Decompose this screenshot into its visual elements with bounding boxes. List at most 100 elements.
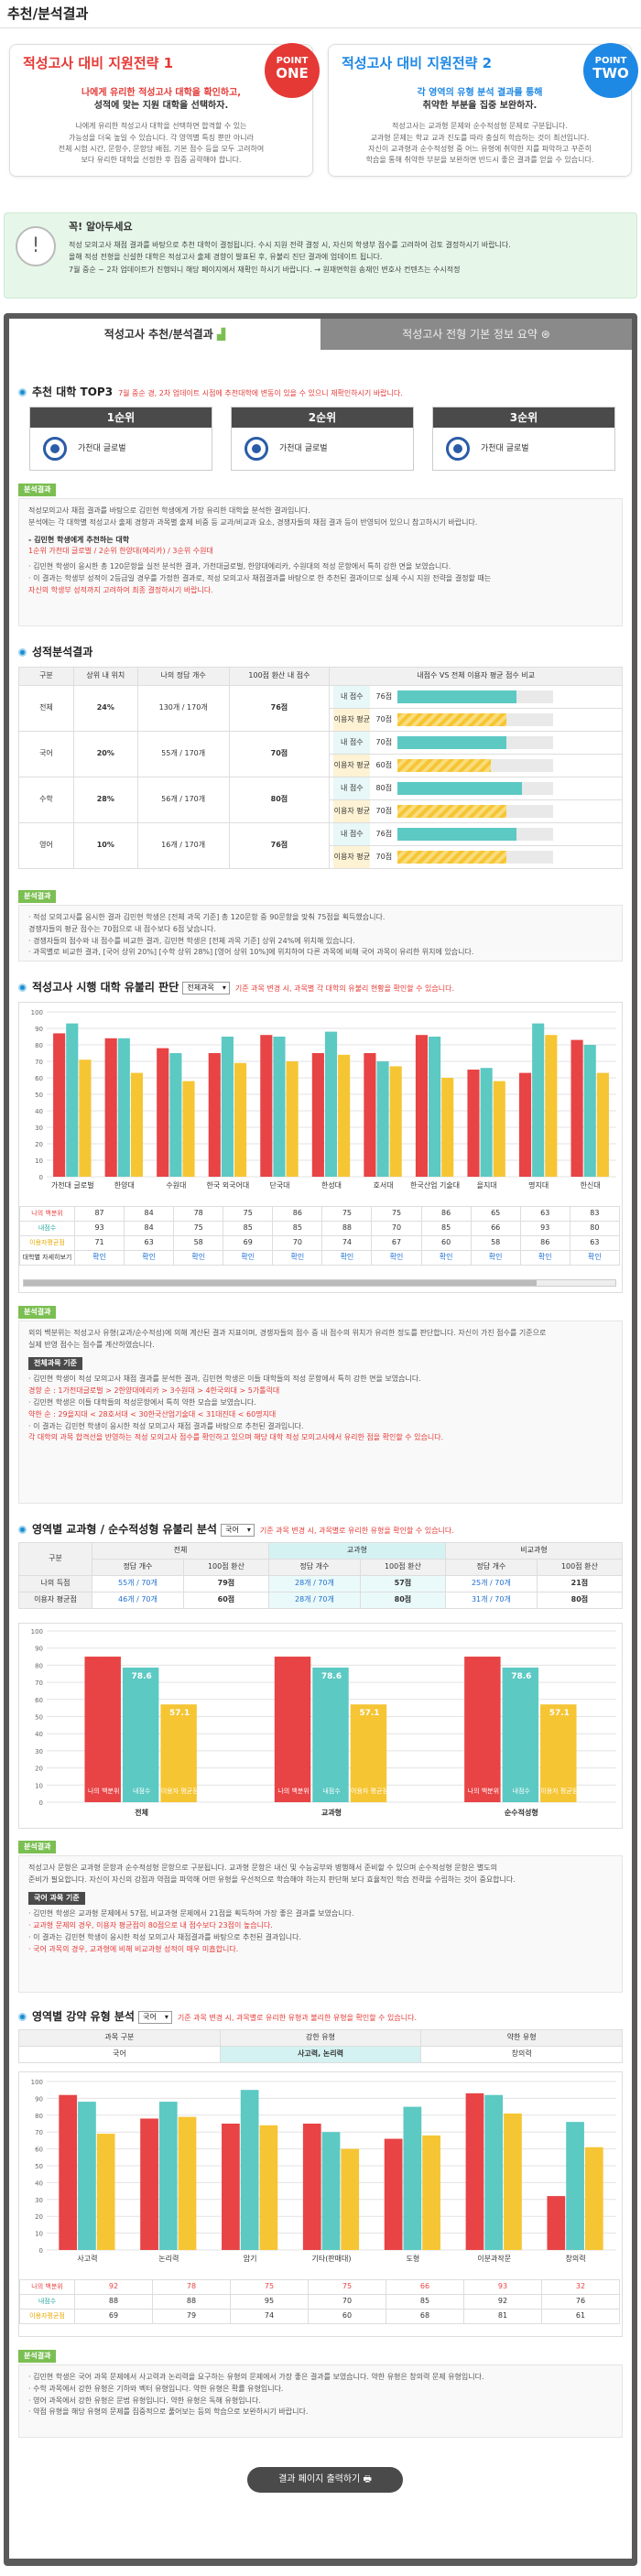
area-cell: 57점 (359, 1575, 446, 1592)
univ-cell: 74 (321, 1235, 373, 1252)
analysis2-box: · 적성 모의고사를 응시한 결과 김민현 학생은 [전체 과목 기준] 총 1… (18, 905, 623, 962)
strategy-sub: 각 영역의 유형 분석 결과를 통해 취약한 부분을 집중 보완하자. (342, 87, 618, 112)
scrollbar-thumb[interactable] (24, 1280, 537, 1286)
univ-cell[interactable]: 확인 (569, 1250, 621, 1266)
avg-bar (397, 712, 554, 726)
analysis-line: 준비가 필요합니다. 자신이 자신의 강점과 약점을 파악해 어떤 유형을 우선… (28, 1875, 516, 1884)
avg-value: 70점 (375, 853, 393, 861)
stats-col-header: 구분 (18, 667, 74, 686)
bar-b (403, 2106, 422, 2250)
bar-a (157, 1048, 169, 1177)
bullet-icon (18, 648, 27, 657)
rank-card[interactable]: 2순위 가천대 글로벌 (231, 407, 414, 471)
univ-cell[interactable]: 확인 (73, 1250, 125, 1266)
x-tick-label: 교과형 (321, 1808, 342, 1817)
bar-series-label: 내점수 (322, 1787, 341, 1795)
strategy-sub2: 성적에 맞는 지원 대학을 선택하자. (93, 100, 229, 111)
type-subject-select[interactable]: 국어 (138, 2010, 172, 2024)
stats-heading: 성적분석결과 (18, 645, 92, 659)
univ-cell: 63 (124, 1235, 175, 1252)
univ-cell[interactable]: 확인 (124, 1250, 175, 1266)
print-button[interactable]: 결과 페이지 출력하기 🖶 (247, 2467, 403, 2493)
area-subject-select[interactable]: 국어 (221, 1523, 255, 1537)
bar-series-label: 내점수 (513, 1787, 531, 1795)
analysis5-tag: 분석결과 (18, 2350, 57, 2363)
univ-cell: 84 (124, 1221, 175, 1237)
univ-cell[interactable]: 확인 (173, 1250, 224, 1266)
area-cell: 46개 / 70개 (92, 1592, 184, 1609)
type-heading-text: 영역별 강약 유형 분석 (32, 2010, 135, 2023)
stats-heading-text: 성적분석결과 (32, 646, 93, 658)
y-tick-label: 10 (35, 2231, 43, 2238)
y-tick-label: 80 (35, 1662, 43, 1669)
bar-b (158, 2102, 178, 2250)
x-tick-label: 한성대 (321, 1181, 342, 1190)
type-hdr: 과목 구분 (18, 2029, 221, 2047)
area-cell: 80점 (359, 1592, 446, 1609)
mine-label: 내 점수 (333, 777, 371, 799)
y-tick-label: 80 (35, 1042, 43, 1049)
univ-cell[interactable]: 확인 (420, 1250, 472, 1266)
type-hdr: 약한 유형 (420, 2029, 623, 2047)
x-tick-label: 수원대 (166, 1181, 186, 1190)
tab-recommend[interactable]: 적성고사 추천/분석결과 ▟ (9, 319, 320, 350)
univ-cell: 75 (223, 1206, 274, 1223)
bar-c (504, 2113, 522, 2250)
y-tick-label: 0 (39, 1799, 43, 1807)
univ-cell: 86 (519, 1235, 570, 1252)
univ-subject-select[interactable]: 전체과목 (182, 981, 230, 995)
x-tick-label: 논리력 (158, 2254, 179, 2263)
bar-c (286, 1061, 299, 1177)
strategy-sub2: 취약한 부분을 집중 보완하자. (422, 100, 538, 111)
mine-bar-fill (397, 690, 516, 703)
univ-row-label: 대학별 자세히보기 (19, 1250, 75, 1266)
univ-cell[interactable]: 확인 (321, 1250, 373, 1266)
univ-cell[interactable]: 확인 (371, 1250, 422, 1266)
area-cell: 25개 / 70개 (444, 1575, 538, 1592)
analysis-line: · 경쟁자들의 점수와 내 점수를 비교한 결과, 김민현 학생은 [전체 과목… (28, 936, 355, 945)
analysis-line: · 영어 과목에서 강한 유형은 문법 유형입니다. 약한 유형은 독해 유형입… (28, 2396, 261, 2405)
rank-card[interactable]: 1순위 가천대 글로벌 (29, 407, 212, 471)
area-group-header: 전체 (92, 1542, 269, 1560)
mine-bar-fill (397, 781, 523, 795)
avg-label: 이용자 평균 (333, 755, 371, 777)
bar-c (234, 1062, 247, 1177)
univ-cell[interactable]: 확인 (519, 1250, 570, 1266)
univ-cell[interactable]: 확인 (272, 1250, 323, 1266)
bar-c (79, 1060, 92, 1177)
tab-summary-label: 적성고사 전형 기본 정보 요약 (402, 328, 538, 341)
type-cell: 68 (386, 2309, 464, 2325)
analysis3-box: 외의 백분위는 적성고사 유형(교과/순수적성)에 의해 계산된 결과 지표이며… (18, 1321, 623, 1504)
analysis1-box: 적성모의고사 채점 결과를 바탕으로 김민현 학생에게 가장 유리한 대학을 분… (18, 498, 623, 626)
analysis-sub: 국어 과목 기준 (28, 1891, 85, 1906)
area-cell: 31개 / 70개 (444, 1592, 538, 1609)
bar-value-label: 78.6 (132, 1672, 152, 1681)
bar-c (545, 1035, 558, 1177)
rank-card[interactable]: 3순위 가천대 글로벌 (432, 407, 615, 471)
top3-heading-text: 추천 대학 TOP3 (32, 386, 114, 398)
analysis-detail: 경향 순 : 1가천대글로벌 > 2한양대에리카 > 3수원대 > 4한국외대 … (28, 1386, 280, 1396)
bar-b (117, 1038, 130, 1177)
bullet-icon (18, 2013, 27, 2021)
bar-a (311, 1053, 324, 1177)
horizontal-scrollbar[interactable] (23, 1279, 616, 1287)
type-cell: 61 (541, 2309, 620, 2325)
y-tick-label: 30 (35, 1125, 43, 1132)
univ-cell[interactable]: 확인 (223, 1250, 274, 1266)
mine-label: 내 점수 (333, 823, 371, 845)
tab-summary[interactable]: 적성고사 전형 기본 정보 요약 ⊛ (320, 319, 632, 350)
analysis1-line: 적성모의고사 채점 결과를 바탕으로 김민현 학생에게 가장 유리한 대학을 분… (28, 506, 310, 515)
bar-b (502, 1668, 539, 1802)
y-tick-label: 90 (35, 1026, 43, 1033)
rank-university: 가천대 글로벌 (481, 443, 529, 453)
area-group-header: 교과형 (267, 1542, 446, 1560)
univ-cell[interactable]: 확인 (470, 1250, 521, 1266)
tab-recommend-label: 적성고사 추천/분석결과 (103, 328, 213, 341)
bar-b (480, 1068, 493, 1177)
univ-table: 나의 백분위 87 84 78 75 86 75 75 86 65 63 83 내점수 93 84 75 85 8… (19, 1206, 621, 1266)
bar-value-label: 57.1 (169, 1709, 190, 1718)
bar-series-label: 내점수 (133, 1787, 151, 1795)
area-heading: 영역별 교과형 / 순수적성형 유불리 분석 국어 기준 과목 변경 시, 과목별… (18, 1522, 454, 1537)
y-tick-label: 20 (35, 1766, 43, 1773)
area-col-header: 구분 (18, 1542, 92, 1576)
